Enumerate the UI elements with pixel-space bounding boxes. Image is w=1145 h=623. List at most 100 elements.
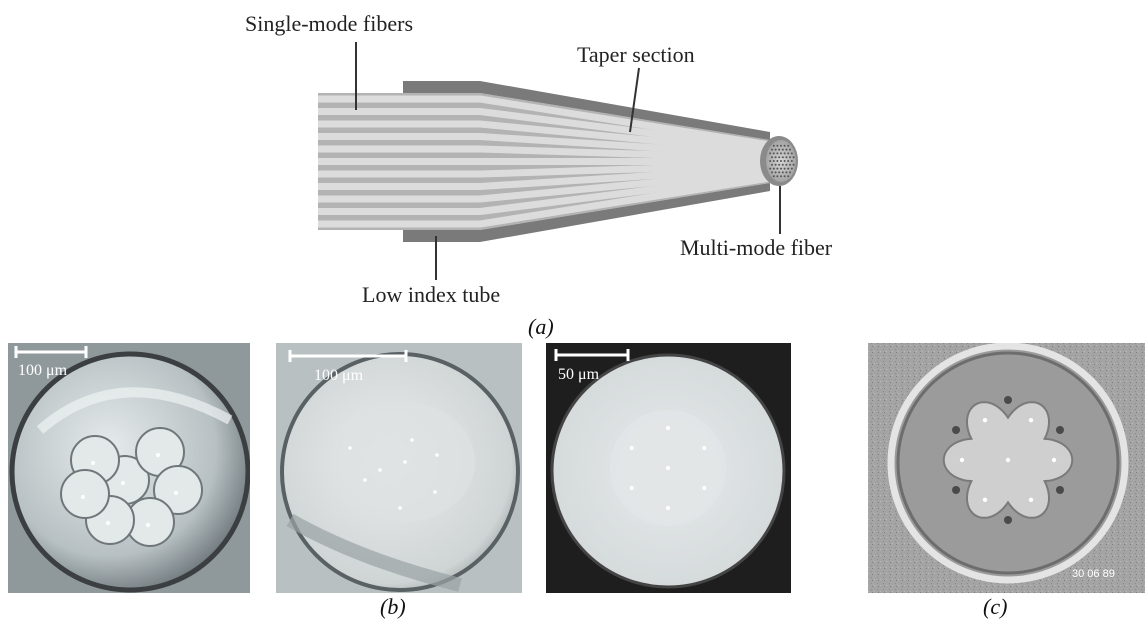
- core-dot: [769, 160, 772, 162]
- core-dot: [781, 148, 784, 151]
- core-dot: [780, 144, 782, 147]
- core-dot: [348, 446, 352, 450]
- air-hole: [952, 486, 961, 494]
- core-dot: [792, 163, 795, 166]
- low-index-tube-bottom: [403, 183, 770, 242]
- core-dot: [774, 148, 777, 151]
- caption-a: (a): [528, 314, 554, 339]
- core-dot: [982, 417, 988, 423]
- fiber-core: [174, 491, 178, 495]
- core-dot: [778, 156, 781, 159]
- core-dot: [785, 156, 788, 159]
- date-stamp-c: 30 06 89: [1072, 568, 1115, 580]
- core-dot: [769, 167, 772, 170]
- core-dot: [776, 160, 779, 162]
- taper-schematic: Single-mode fibers Taper section Multi-m…: [245, 11, 833, 339]
- air-hole: [952, 426, 961, 434]
- air-hole: [1055, 426, 1064, 434]
- taper-label: Taper section: [577, 42, 695, 67]
- scale-label-b3: 50 μm: [558, 366, 600, 383]
- core-dot: [783, 144, 786, 147]
- core-dot: [783, 152, 786, 155]
- caption-c: (c): [983, 594, 1007, 619]
- single-mode-fiber: [318, 161, 771, 178]
- core-dot: [778, 148, 781, 151]
- core-dot: [774, 156, 777, 159]
- single-mode-fiber: [318, 108, 771, 152]
- fiber-core: [146, 523, 150, 527]
- core-dot: [666, 506, 670, 510]
- core-dot: [787, 175, 790, 178]
- core-dot: [629, 486, 634, 490]
- core-dot: [363, 478, 367, 482]
- core-dot: [378, 468, 382, 472]
- bundled-fiber: [60, 469, 110, 519]
- core-dots-b2: [348, 438, 439, 510]
- single-mode-fiber-bundle: [318, 95, 771, 228]
- core-dot: [790, 152, 793, 155]
- fiber-bundle-b1: [60, 427, 203, 547]
- single-mode-fiber: [318, 145, 771, 162]
- core-dot: [783, 160, 786, 162]
- core-dot: [785, 171, 788, 174]
- core-dot: [666, 426, 670, 430]
- core-dot: [1005, 457, 1011, 463]
- core-dot: [780, 167, 782, 170]
- bundled-fiber: [153, 465, 203, 515]
- core-dot: [781, 163, 784, 166]
- micrograph-b3: 50 μm: [546, 343, 791, 593]
- core-dot: [771, 171, 773, 174]
- low-index-label: Low index tube: [362, 282, 500, 307]
- single-mode-fiber: [318, 133, 771, 159]
- single-mode-label: Single-mode fibers: [245, 11, 413, 36]
- core-dot: [778, 163, 781, 166]
- fiber-core: [121, 481, 125, 485]
- core-dot: [433, 490, 437, 494]
- single-mode-fiber: [318, 120, 771, 156]
- taper-leader: [629, 67, 640, 133]
- core-dot: [792, 156, 795, 159]
- core-dot: [785, 148, 788, 151]
- core-dot: [772, 175, 775, 178]
- air-hole: [1055, 486, 1064, 494]
- core-dot: [783, 175, 786, 178]
- core-dot: [774, 163, 777, 166]
- core-dot: [780, 160, 782, 162]
- core-dot: [666, 466, 670, 470]
- low-index-tube-top: [403, 81, 770, 140]
- core-dots-b3: [629, 426, 707, 510]
- core-dot: [771, 156, 773, 159]
- core-dot: [780, 152, 782, 155]
- core-dot: [790, 167, 793, 170]
- core-dot: [398, 506, 402, 510]
- core-dot: [789, 171, 791, 174]
- core-dot: [410, 438, 414, 442]
- core-dot: [781, 171, 784, 174]
- core-dot: [785, 163, 788, 166]
- core-dot: [778, 171, 781, 174]
- core-dot: [776, 152, 779, 155]
- multi-mode-label: Multi-mode fiber: [680, 235, 833, 260]
- scale-label-b2: 100 μm: [314, 367, 364, 384]
- core-dot: [776, 175, 779, 178]
- micrograph-b1: 100 μm: [8, 343, 250, 593]
- fiber-core: [81, 495, 85, 499]
- caption-b: (b): [380, 594, 406, 619]
- core-dot: [787, 144, 790, 147]
- core-dot: [787, 167, 790, 170]
- micrograph-c: 30 06 89: [868, 343, 1145, 593]
- core-dot: [629, 446, 634, 450]
- core-dot: [771, 148, 773, 151]
- core-dot: [702, 446, 707, 450]
- core-dot: [772, 144, 775, 147]
- core-dot: [787, 160, 790, 162]
- air-hole: [1004, 516, 1012, 524]
- core-dot: [403, 460, 407, 464]
- multi-mode-fiber-cores: [769, 144, 795, 178]
- core-dot: [780, 175, 782, 178]
- single-mode-fiber: [318, 164, 771, 190]
- core-dot: [774, 171, 777, 174]
- core-dot: [702, 486, 707, 490]
- core-dot: [771, 163, 773, 166]
- core-dot: [783, 167, 786, 170]
